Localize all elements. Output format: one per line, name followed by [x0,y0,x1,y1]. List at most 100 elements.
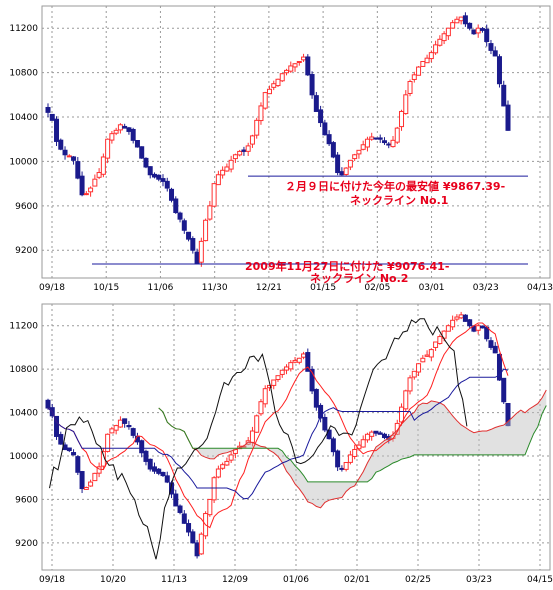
candle-body [143,450,149,462]
candle-body [249,430,255,443]
y-tick-label: 9600 [15,495,38,505]
y-tick-label: 10800 [9,365,38,375]
ichimoku-chart-panel: 11200 10800 10400 10000 9600 9200 09/18 10/20 11… [9,303,553,585]
candle-body [79,471,85,490]
candle-body [424,354,430,357]
candle-body [203,219,209,242]
candle-body [139,440,145,454]
candle-body [105,138,111,159]
candle-body [292,63,298,68]
candle-body [198,533,204,555]
x-tick-label: 12/09 [222,575,248,585]
candle-body [352,154,358,160]
candle-body [224,460,230,466]
candle-body [488,43,494,51]
candle-body [173,493,179,507]
candle-body [424,57,430,64]
candle-body [343,167,349,175]
candle-body [292,359,298,363]
candle-body [301,56,307,61]
candle-body [433,44,439,54]
candle-body [492,345,498,354]
annotation-line-4: ネックライン No.2 [310,272,408,285]
candle-body [352,448,358,457]
candle-body [369,136,375,140]
candle-body [399,406,405,423]
candle-body [377,137,383,140]
x-tick-label: 02/05 [364,283,390,293]
candle-body [450,319,456,328]
y-tick-label: 11200 [9,24,38,34]
candle-body [318,404,324,419]
candle-body [458,16,464,22]
candle-body [164,180,170,189]
candle-body [83,193,89,196]
candle-body [130,128,136,141]
candle-body [151,173,157,178]
candle-body [58,434,64,445]
candle-body [181,513,187,524]
candle-body [347,159,353,168]
candle-body [241,149,247,152]
candle-body [428,349,434,358]
candle-body [479,28,485,31]
candle-body [339,171,345,176]
candle-body [492,50,498,57]
candle-body [122,418,128,424]
senkou-span-a-line [158,389,547,509]
candle-body [403,390,409,410]
candle-body [335,450,341,468]
candle-body [262,92,268,109]
x-tick-label: 09/18 [39,575,65,585]
candle-body [109,428,115,434]
kijun-line [47,368,509,500]
candle-body [305,352,311,372]
candle-body [322,122,328,136]
candle-body [45,399,51,409]
x-tick-label: 02/01 [344,575,370,585]
candle-body [71,156,77,161]
candle-body [186,523,192,533]
candle-body [399,110,405,128]
candle-body [416,66,422,76]
candle-body [420,357,426,363]
candle-body [484,28,490,43]
candle-body [437,336,443,345]
candle-body [49,113,55,121]
candle-body [496,353,502,381]
candle-body [254,415,260,433]
candle-body [220,169,226,176]
candle-body [433,341,439,348]
candle-body [279,369,285,375]
candle-body [360,439,366,448]
candle-body [143,157,149,168]
y-tick-label: 9200 [15,246,38,256]
candle-body [147,166,153,176]
candle-body [364,433,370,441]
candle-body [364,138,370,148]
candle-body [471,29,477,35]
candle-body [228,159,234,170]
candle-body [275,375,281,381]
candle-body [403,94,409,115]
candle-body [258,105,264,122]
candle-body [66,447,72,452]
annotation-line-3: 2009年11月27日に付けた ¥9076.41- [245,259,449,273]
candle-body [501,377,507,403]
candle-body [505,403,511,427]
candle-body [113,425,119,431]
candle-body [66,155,72,158]
annotation-neckline-2: 2009年11月27日に付けた ¥9076.41- ネックライン No.2 [245,259,449,285]
candle-body [237,150,243,156]
candle-body [445,325,451,332]
candle-body [360,144,366,150]
x-tick-label: 03/01 [419,283,445,293]
candle-body [220,464,226,469]
candle-body [62,149,68,156]
candle-body [92,178,98,187]
x-tick-label: 09/18 [39,283,65,293]
candle-body [454,316,460,320]
candle-body [271,379,277,386]
candle-body [288,362,294,370]
candle-body [377,432,383,435]
